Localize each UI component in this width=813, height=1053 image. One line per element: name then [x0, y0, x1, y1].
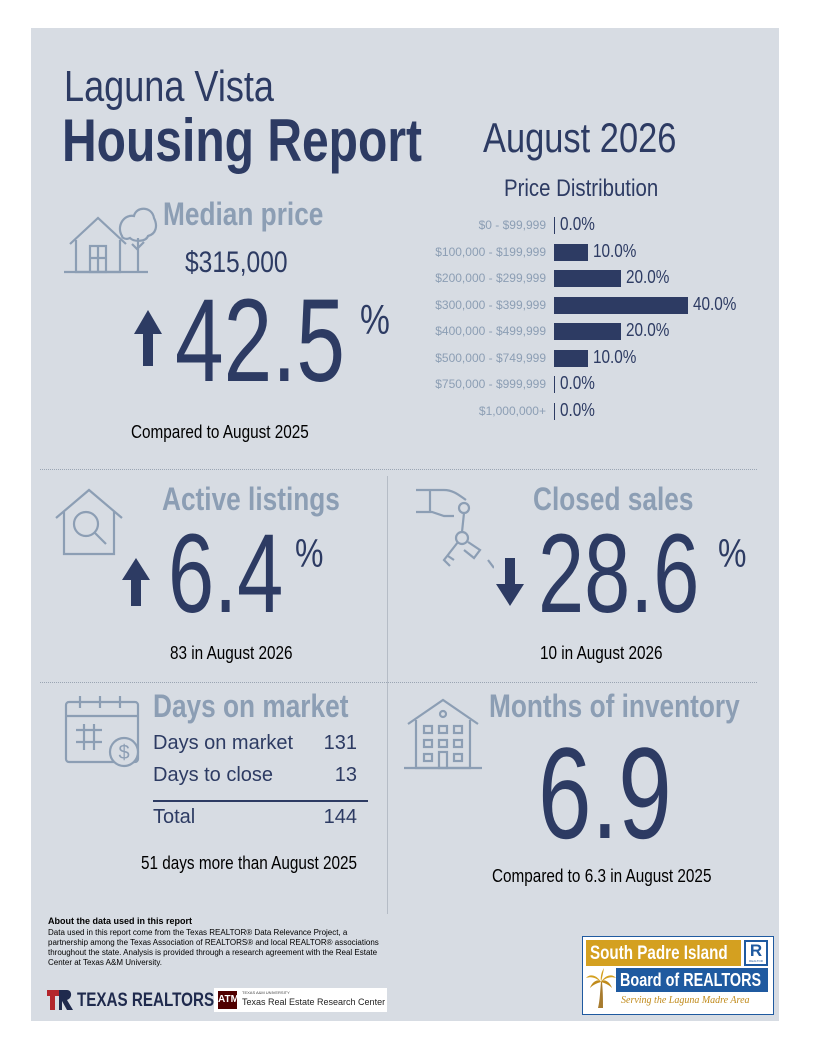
price-distribution-bar: [554, 296, 688, 314]
svg-text:$: $: [118, 742, 129, 764]
house-search-icon: [52, 486, 126, 560]
price-distribution-row: $1,000,000+ 0.0%: [380, 400, 780, 422]
price-distribution-bar: [554, 323, 621, 340]
price-distribution-value: 20.0%: [626, 267, 670, 287]
price-range-label: $100,000 - $199,999: [435, 244, 546, 259]
price-distribution-row: $0 - $99,999 0.0%: [380, 214, 780, 236]
price-distribution-bar: [554, 217, 555, 234]
vertical-divider: [387, 476, 388, 914]
price-distribution-value: 10.0%: [593, 240, 637, 261]
tamu-center-text: Texas Real Estate Research Center: [242, 997, 386, 1007]
hand-keys-icon: [414, 486, 494, 578]
spi-logo-line2: Board of REALTORS: [620, 970, 762, 990]
dom-row-total: Total 144: [153, 806, 357, 829]
days-on-market-label: Days on market: [153, 688, 349, 724]
price-distribution-title: Price Distribution: [504, 175, 659, 202]
price-distribution-bar: [554, 402, 555, 420]
price-distribution-chart: $0 - $99,999 0.0% $100,000 - $199,999 10.0%…: [380, 214, 780, 426]
price-distribution-row: $300,000 - $399,999 40.0%: [380, 294, 780, 316]
report-period: August 2026: [483, 114, 677, 161]
active-listings-note: 83 in August 2026: [170, 643, 293, 663]
palm-tree-icon: [586, 968, 616, 1008]
price-range-label: $500,000 - $749,999: [435, 350, 546, 365]
dom-row-value: 13: [334, 764, 357, 786]
price-distribution-bar: [554, 243, 588, 261]
dom-row-label: Days on market: [153, 732, 294, 754]
about-body: Data used in this report come from the T…: [48, 928, 379, 967]
dom-total-value: 144: [323, 806, 357, 828]
months-inventory-value: 6.9: [538, 720, 672, 866]
median-price-pct: %: [360, 296, 390, 343]
price-distribution-value: 10.0%: [593, 346, 637, 367]
price-distribution-bar: [554, 349, 588, 367]
calendar-dollar-icon: $: [62, 694, 146, 774]
tamu-mark-icon: ATM: [218, 991, 239, 1009]
tamu-logo: [214, 988, 387, 1012]
price-distribution-row: $400,000 - $499,999 20.0%: [380, 320, 780, 342]
active-listings-label: Active listings: [162, 481, 340, 517]
divider: [40, 469, 757, 470]
months-inventory-label: Months of inventory: [489, 688, 740, 724]
days-on-market-note: 51 days more than August 2025: [141, 853, 358, 873]
price-range-label: $750,000 - $999,999: [435, 377, 546, 391]
spi-logo-band: [586, 940, 741, 966]
closed-sales-note: 10 in August 2026: [540, 643, 663, 663]
dom-row-days-to-close: Days to close 13: [153, 764, 357, 787]
dom-row-value: 131: [323, 732, 357, 754]
closed-sales-label: Closed sales: [533, 481, 694, 517]
price-range-label: $400,000 - $499,999: [435, 324, 546, 338]
price-range-label: $300,000 - $399,999: [435, 297, 546, 312]
price-range-label: $0 - $99,999: [478, 218, 546, 232]
dom-total-label: Total: [153, 806, 196, 828]
price-distribution-value: 40.0%: [693, 293, 737, 314]
realtor-r-letter: R: [749, 941, 763, 960]
active-listings-pct: %: [295, 532, 324, 576]
apartment-building-icon: [400, 694, 486, 774]
active-listings-change: 6.4: [168, 511, 284, 636]
texas-realtors-logo-icon: [47, 990, 73, 1010]
median-price-label: Median price: [163, 196, 324, 232]
price-range-label: $1,000,000+: [478, 403, 546, 418]
dom-row-label: Days to close: [153, 764, 274, 786]
total-rule: [153, 800, 368, 802]
spi-logo-band-blue: [616, 968, 768, 992]
median-price-value: $315,000: [185, 246, 288, 279]
city-name: Laguna Vista: [64, 62, 274, 111]
price-distribution-bar: [554, 270, 621, 287]
price-range-label: $200,000 - $299,999: [435, 271, 546, 285]
realtor-r-small: REALTOR: [749, 959, 763, 963]
realtor-r-icon: R REALTOR: [744, 940, 768, 966]
dom-row-days-on-market: Days on market 131: [153, 732, 357, 755]
price-distribution-bar: [554, 376, 555, 393]
spi-logo-tagline: Serving the Laguna Madre Area: [621, 995, 750, 1006]
price-distribution-value: 0.0%: [560, 399, 595, 420]
price-distribution-value: 0.0%: [560, 214, 595, 234]
price-distribution-value: 20.0%: [626, 320, 670, 340]
price-distribution-row: $500,000 - $749,999 10.0%: [380, 347, 780, 369]
closed-sales-pct: %: [718, 532, 747, 576]
price-distribution-row: $200,000 - $299,999 20.0%: [380, 267, 780, 289]
arrow-down-icon: [494, 556, 526, 608]
median-price-change: 42.5: [175, 275, 345, 407]
median-price-compare: Compared to August 2025: [131, 422, 309, 442]
price-distribution-value: 0.0%: [560, 373, 595, 393]
months-inventory-note: Compared to 6.3 in August 2025: [492, 866, 712, 886]
report-title: Housing Report: [62, 107, 422, 174]
spi-logo-line1: South Padre Island: [590, 943, 728, 964]
arrow-up-icon: [132, 308, 164, 368]
tamu-small-text: TEXAS A&M UNIVERSITY: [242, 990, 290, 995]
closed-sales-change: 28.6: [538, 511, 700, 636]
price-distribution-row: $100,000 - $199,999 10.0%: [380, 241, 780, 263]
price-distribution-row: $750,000 - $999,999 0.0%: [380, 373, 780, 395]
house-tree-icon: [60, 202, 158, 278]
divider: [40, 682, 757, 683]
report-panel: [31, 28, 779, 1021]
about-heading: About the data used in this report: [48, 916, 193, 926]
arrow-up-icon: [120, 556, 152, 608]
texas-realtors-logo-text: TEXAS REALTORS: [77, 990, 215, 1011]
